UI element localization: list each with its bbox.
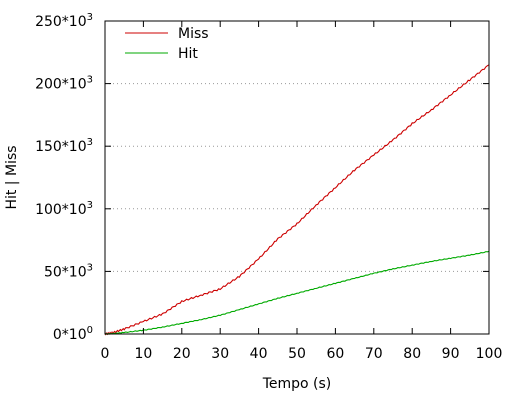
- legend: Miss Hit: [125, 26, 209, 62]
- x-tick-label: 20: [173, 346, 191, 362]
- y-tick-label: 0*100: [53, 325, 93, 343]
- series-lines: [104, 64, 490, 336]
- y-tick-label: 50*103: [44, 262, 93, 280]
- series-line-hit: [104, 250, 490, 335]
- x-tick-label: 60: [326, 346, 344, 362]
- x-tick-label: 40: [250, 346, 268, 362]
- x-tick-label: 70: [365, 346, 383, 362]
- x-tick-labels: 0 10 20 30 40 50 60 70 80 90 100: [101, 346, 503, 362]
- x-tick-label: 80: [403, 346, 421, 362]
- y-tick-label: 150*103: [35, 137, 93, 155]
- grid-lines: [105, 83, 489, 272]
- x-tick-label: 10: [134, 346, 152, 362]
- series-line-miss: [104, 64, 490, 336]
- x-tick-label: 50: [288, 346, 306, 362]
- y-tick-labels: 0*100 50*103 100*103 150*103 200*103 250*103: [35, 12, 93, 343]
- y-tick-label: 200*103: [35, 75, 93, 93]
- legend-label-miss: Miss: [178, 26, 209, 42]
- y-axis-title: Hit | Miss: [4, 145, 20, 209]
- x-tick-label: 100: [476, 346, 503, 362]
- x-tick-label: 90: [442, 346, 460, 362]
- x-axis-title: Tempo (s): [262, 376, 332, 392]
- x-tick-label: 0: [101, 346, 110, 362]
- legend-label-hit: Hit: [178, 46, 198, 62]
- y-tick-label: 100*103: [35, 200, 93, 218]
- plot-frame: [104, 20, 490, 335]
- y-tick-label: 250*103: [35, 12, 93, 30]
- x-tick-label: 30: [211, 346, 229, 362]
- axis-ticks: [104, 20, 490, 335]
